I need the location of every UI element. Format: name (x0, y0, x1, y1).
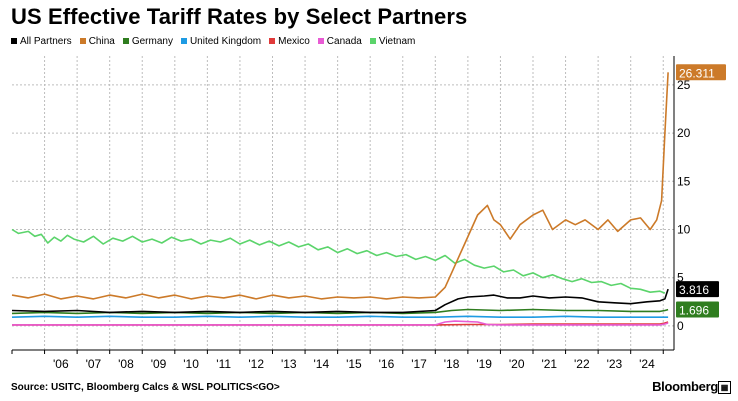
y-tick-label: 0 (677, 319, 684, 333)
x-tick-label: '10 (183, 357, 199, 371)
legend-label: United Kingdom (189, 35, 262, 47)
terminal-icon: ▦ (718, 381, 731, 394)
y-tick-label: 15 (677, 174, 691, 188)
end-value-box (676, 281, 719, 298)
x-tick-label: '13 (281, 357, 297, 371)
end-value-label: 26.311 (679, 66, 715, 80)
x-tick-label: '23 (607, 357, 623, 371)
series-line-united-kingdom (11, 315, 669, 319)
x-tick-label: '12 (248, 357, 264, 371)
legend-swatch (11, 38, 17, 44)
x-tick-label: '24 (639, 357, 655, 371)
x-tick-label: '21 (541, 357, 557, 371)
x-tick-label: '06 (53, 357, 69, 371)
chart-title: US Effective Tariff Rates by Select Part… (11, 4, 468, 29)
x-tick-label: '17 (411, 357, 427, 371)
end-value-label: 3.816 (679, 283, 709, 297)
legend-swatch (369, 38, 376, 44)
legend-item: China (79, 35, 115, 47)
legend-swatch (180, 38, 187, 44)
series-line-all-partners (11, 288, 669, 314)
x-tick-label: '11 (216, 357, 231, 371)
legend-item: Canada (317, 35, 362, 47)
x-tick-label: '16 (379, 357, 395, 371)
x-tick-label: '19 (476, 357, 492, 371)
series-line-canada (12, 320, 669, 326)
end-value-label: 1.696 (679, 304, 709, 318)
series-line-vietnam (11, 228, 666, 294)
x-tick-label: '20 (509, 357, 525, 371)
legend-label: Canada (326, 35, 362, 47)
x-tick-label: '14 (314, 357, 330, 371)
chart-legend: All Partners China Germany United Kingdom Me… (11, 35, 423, 47)
x-tick-label: '22 (574, 357, 590, 371)
y-tick-label: 10 (677, 223, 691, 237)
x-tick-label: '07 (86, 357, 102, 371)
y-tick-label: 25 (677, 78, 691, 92)
y-tick-label: 5 (677, 271, 684, 285)
legend-item: All Partners (11, 36, 72, 47)
y-tick-label: 20 (677, 126, 691, 140)
legend-item: Germany (122, 35, 173, 47)
legend-item: United Kingdom (180, 35, 262, 47)
legend-swatch (79, 38, 86, 44)
legend-label: All Partners (20, 35, 72, 47)
legend-item: Vietnam (369, 35, 416, 47)
legend-label: Vietnam (378, 35, 416, 47)
x-tick-label: '18 (444, 357, 460, 371)
legend-swatch (122, 38, 129, 44)
x-tick-label: '08 (118, 357, 134, 371)
end-value-box (676, 301, 719, 318)
legend-label: China (88, 35, 115, 47)
legend-swatch (269, 38, 276, 44)
source-note: Source: USITC, Bloomberg Calcs & WSL POL… (11, 382, 280, 393)
x-tick-label: '15 (346, 357, 362, 371)
end-value-box (676, 64, 726, 81)
legend-swatch (317, 38, 324, 44)
bloomberg-logo: Bloomberg (652, 379, 718, 394)
x-tick-label: '09 (151, 357, 167, 371)
legend-label: Mexico (278, 35, 310, 47)
legend-label: Germany (131, 35, 173, 47)
legend-item: Mexico (269, 36, 310, 47)
series-line-china (11, 72, 669, 300)
